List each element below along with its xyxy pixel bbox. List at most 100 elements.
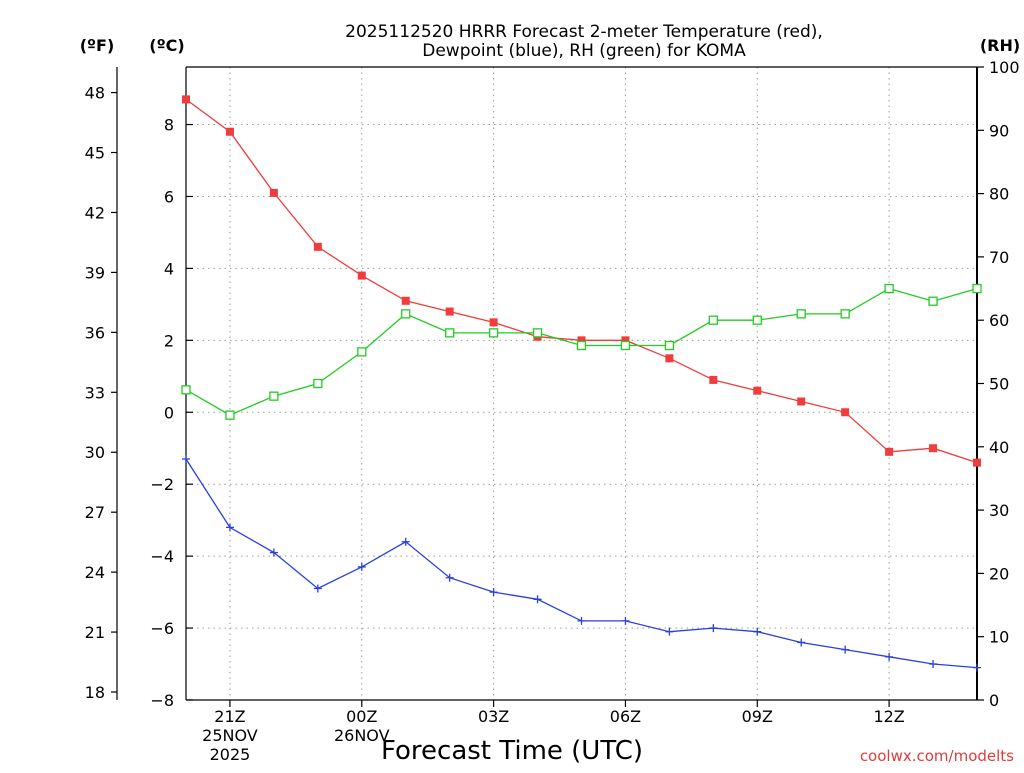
time-tick-label: 2025	[210, 745, 251, 764]
rh-point	[181, 385, 191, 395]
fahrenheit-tick-label: 45	[85, 144, 105, 163]
rh-point	[445, 328, 455, 338]
rh-point	[664, 340, 675, 351]
rh-point	[488, 328, 499, 338]
rh-series	[181, 283, 982, 420]
temperature-point	[269, 188, 278, 197]
temperature-point	[841, 408, 850, 417]
fahrenheit-unit-label: (ºF)	[80, 36, 115, 55]
fahrenheit-tick-label: 21	[85, 623, 105, 642]
rh-point	[225, 410, 235, 420]
fahrenheit-axis: 48 45 42 39 36 33 30 27 24 21 18	[85, 67, 118, 702]
celsius-tick-label: −8	[150, 691, 174, 710]
rh-tick-label: 70	[989, 248, 1009, 267]
time-tick-label: 26NOV	[334, 726, 390, 745]
fahrenheit-tick-label: 18	[85, 683, 105, 702]
dewpoint-point	[929, 660, 938, 669]
temperature-point	[665, 354, 674, 363]
temperature-point	[489, 318, 498, 327]
rh-tick-label: 20	[989, 564, 1009, 583]
dewpoint-point	[533, 595, 542, 604]
dewpoint-point	[973, 663, 981, 672]
rh-point	[972, 283, 982, 294]
dewpoint-point	[709, 624, 718, 633]
temperature-point	[973, 458, 981, 467]
dewpoint-series	[182, 455, 981, 672]
temperature-point	[709, 375, 718, 384]
rh-point	[576, 340, 587, 351]
rh-point	[620, 340, 631, 351]
temperature-point	[401, 296, 410, 305]
rh-tick-label: 100	[989, 58, 1020, 77]
dewpoint-point	[182, 455, 190, 464]
rh-point	[269, 391, 279, 401]
fahrenheit-tick-label: 27	[85, 503, 105, 522]
temperature-point	[885, 447, 894, 456]
temperature-series	[182, 95, 981, 467]
dewpoint-point	[401, 537, 410, 546]
dewpoint-point	[665, 627, 674, 636]
rh-tick-label: 10	[989, 628, 1009, 647]
rh-point	[840, 309, 850, 319]
fahrenheit-tick-label: 30	[85, 443, 105, 462]
series-layer	[181, 95, 982, 672]
dewpoint-point	[753, 627, 762, 636]
rh-tick-label: 50	[989, 375, 1009, 394]
celsius-tick-label: 2	[164, 331, 174, 350]
dewpoint-point	[357, 562, 366, 571]
dewpoint-point	[841, 645, 850, 654]
celsius-tick-label: 8	[164, 116, 174, 135]
time-tick-label: 25NOV	[202, 726, 258, 745]
celsius-tick-label: 6	[164, 187, 174, 206]
dewpoint-point	[577, 616, 586, 625]
temperature-point	[621, 336, 630, 345]
temperature-point	[753, 386, 762, 395]
temperature-point	[445, 307, 454, 316]
grid-lines	[186, 67, 977, 700]
fahrenheit-tick-label: 36	[85, 323, 105, 342]
dewpoint-point	[269, 548, 278, 557]
time-tick-label: 03Z	[478, 707, 509, 726]
rh-point	[532, 328, 543, 338]
dewpoint-point	[885, 652, 894, 661]
celsius-tick-label: −6	[150, 619, 174, 638]
fahrenheit-tick-label: 33	[85, 383, 105, 402]
dewpoint-point	[621, 616, 630, 625]
rh-point	[752, 315, 762, 325]
celsius-tick-label: −4	[150, 547, 174, 566]
dewpoint-point	[445, 573, 454, 582]
rh-point	[928, 296, 938, 306]
celsius-tick-label: 4	[164, 259, 174, 278]
rh-tick-label: 40	[989, 438, 1009, 457]
celsius-tick-label: −2	[150, 475, 174, 494]
time-tick-label: 00Z	[346, 707, 377, 726]
rh-tick-label: 80	[989, 185, 1009, 204]
fahrenheit-tick-label: 42	[85, 203, 105, 222]
plot-frame	[185, 66, 978, 701]
rh-point	[357, 347, 367, 357]
temperature-point	[577, 336, 586, 345]
temperature-point	[182, 95, 190, 104]
time-tick-label: 21Z	[214, 707, 245, 726]
credit-label: coolwx.com/modelts	[860, 747, 1014, 765]
time-tick-label: 06Z	[610, 707, 641, 726]
temperature-point	[313, 242, 322, 251]
chart-title-line-1: 2025112520 HRRR Forecast 2-meter Tempera…	[345, 22, 823, 42]
rh-tick-label: 90	[989, 121, 1009, 140]
dewpoint-point	[797, 638, 806, 647]
temperature-point	[797, 397, 806, 406]
temperature-point	[929, 444, 938, 453]
time-tick-label: 12Z	[873, 707, 904, 726]
chart-title-line-2: Dewpoint (blue), RH (green) for KOMA	[422, 41, 746, 61]
rh-point	[401, 309, 411, 319]
celsius-unit-label: (ºC)	[149, 36, 184, 55]
rh-tick-label: 60	[989, 311, 1009, 330]
dewpoint-point	[225, 523, 234, 532]
dewpoint-point	[489, 588, 498, 597]
fahrenheit-tick-label: 24	[85, 563, 105, 582]
rh-point	[313, 378, 323, 389]
celsius-axis: 8 6 4 2 0 −2 −4 −6 −8	[150, 116, 193, 710]
